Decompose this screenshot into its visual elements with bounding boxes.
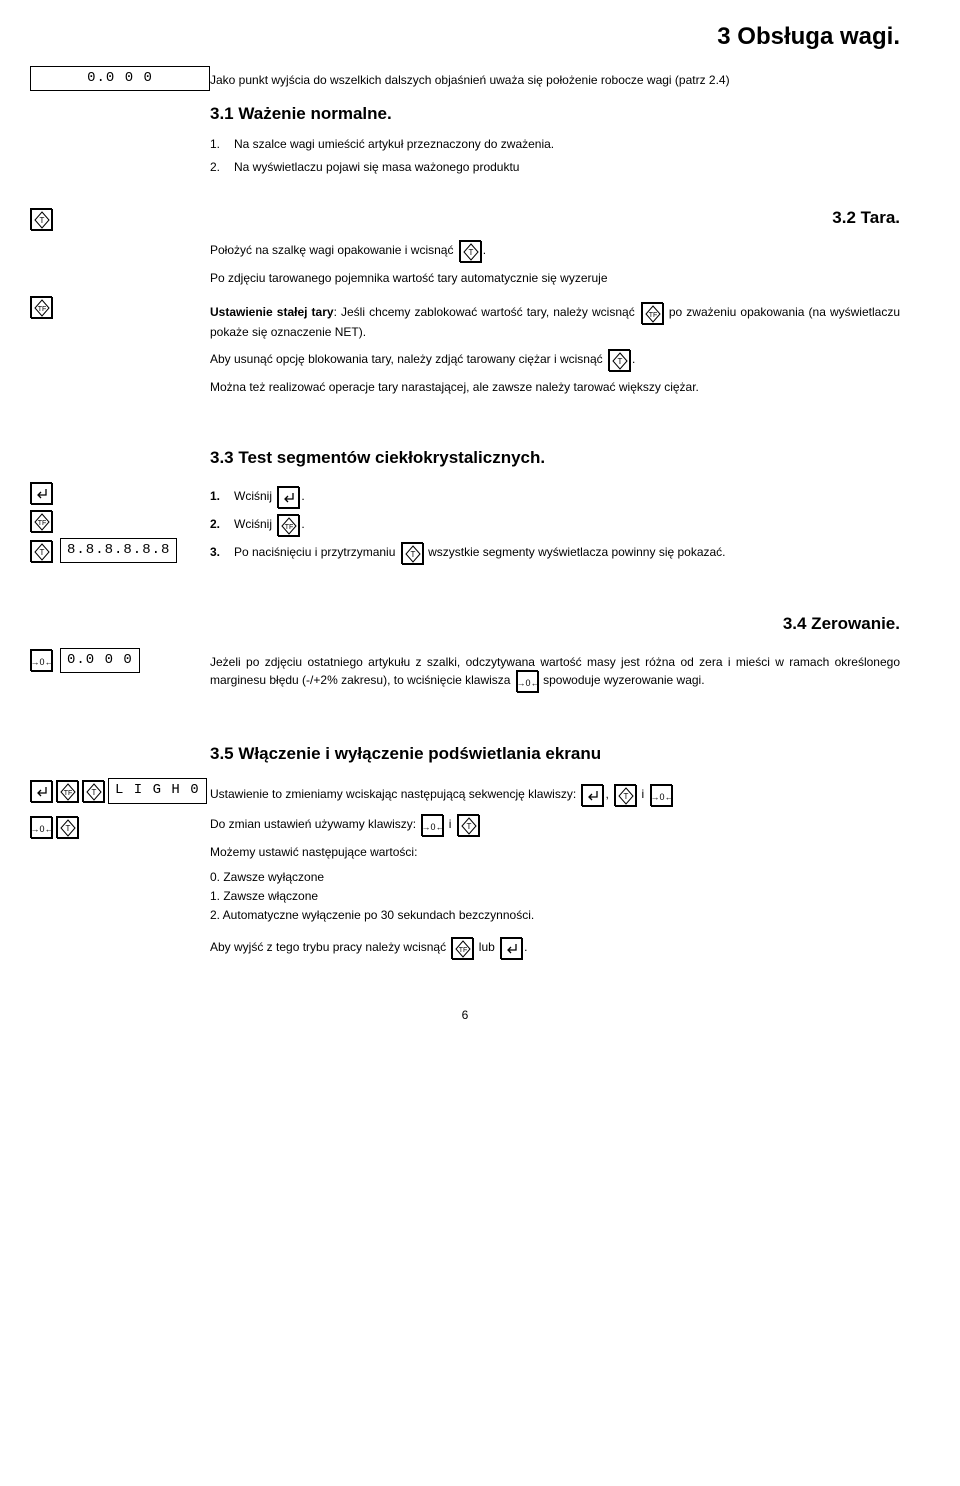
text: wszystkie segmenty wyświetlacza powinny … (425, 545, 726, 559)
t-icon (30, 208, 52, 230)
text: Na szalce wagi umieścić artykuł przeznac… (234, 137, 554, 151)
text: . (301, 517, 304, 531)
tara-p4: Aby usunąć opcję blokowania tary, należy… (210, 349, 900, 371)
text: Aby usunąć opcję blokowania tary, należy… (210, 352, 606, 366)
text: Położyć na szalkę wagi opakowanie i wcis… (210, 243, 457, 257)
text: i (638, 787, 647, 801)
light-opt1: 1. Zawsze włączone (210, 888, 900, 905)
tf-icon (30, 510, 52, 532)
tf-icon (641, 302, 663, 324)
enter-icon (277, 486, 299, 508)
t-icon (401, 542, 423, 564)
text: i (445, 817, 454, 831)
text: lub (475, 941, 498, 955)
zero-icon (30, 649, 52, 671)
num: 3. (210, 544, 234, 561)
enter-icon (30, 482, 52, 504)
intro-text: Jako punkt wyjścia do wszelkich dalszych… (210, 72, 900, 89)
text: Wciśnij (234, 489, 275, 503)
text: , (605, 787, 612, 801)
page-number: 6 (30, 1007, 900, 1024)
t-icon (82, 780, 104, 802)
light-p2: Do zmian ustawień używamy klawiszy: i (210, 814, 900, 836)
num: 2. (210, 159, 234, 176)
enter-icon (500, 937, 522, 959)
heading-3-5: 3.5 Włączenie i wyłączenie podświetlania… (210, 742, 900, 766)
text: . (524, 941, 527, 955)
light-opt0: 0. Zawsze wyłączone (210, 869, 900, 886)
tf-icon (56, 780, 78, 802)
enter-icon (581, 784, 603, 806)
list-item: 2.Na wyświetlaczu pojawi się masa ważone… (210, 159, 900, 176)
light-opt2: 2. Automatyczne wyłączenie po 30 sekunda… (210, 907, 900, 924)
display-0000: 0.0 0 0 (60, 648, 140, 674)
tara-p2: Po zdjęciu tarowanego pojemnika wartość … (210, 270, 900, 287)
light-exit: Aby wyjść z tego trybu pracy należy wcis… (210, 937, 900, 959)
list-item: 1.Wciśnij . (210, 486, 900, 508)
t-icon (608, 349, 630, 371)
list-item: 2.Wciśnij . (210, 514, 900, 536)
tf-icon (451, 937, 473, 959)
t-icon (459, 240, 481, 262)
text: : Jeśli chcemy zablokować wartość tary, … (334, 306, 639, 320)
text: Po naciśnięciu i przytrzymaniu (234, 545, 399, 559)
t-icon (457, 814, 479, 836)
heading-3-2: 3.2 Tara. (210, 206, 900, 230)
display-0000: 0.0 0 0 (30, 66, 210, 92)
text-strong: Ustawienie stałej tary (210, 306, 334, 320)
zero-icon (516, 670, 538, 692)
zero-text: Jeżeli po zdjęciu ostatniego artykułu z … (210, 654, 900, 693)
heading-3-4: 3.4 Zerowanie. (210, 612, 900, 636)
tf-icon (30, 296, 52, 318)
text: spowoduje wyzerowanie wagi. (540, 674, 705, 688)
num: 1. (210, 488, 234, 505)
list-item: 1.Na szalce wagi umieścić artykuł przezn… (210, 136, 900, 153)
text: . (632, 352, 635, 366)
text: . (483, 243, 486, 257)
tara-p1: Położyć na szalkę wagi opakowanie i wcis… (210, 240, 900, 262)
zero-icon (650, 784, 672, 806)
heading-3-1: 3.1 Ważenie normalne. (210, 102, 900, 126)
text: Aby wyjść z tego trybu pracy należy wcis… (210, 941, 449, 955)
text: Na wyświetlaczu pojawi się masa ważonego… (234, 160, 519, 174)
text: Wciśnij (234, 517, 275, 531)
text: . (301, 489, 304, 503)
text: Ustawienie to zmieniamy wciskając następ… (210, 787, 579, 801)
t-icon (614, 784, 636, 806)
display-888888: 8.8.8.8.8.8 (60, 538, 177, 564)
tara-p3: Ustawienie stałej tary: Jeśli chcemy zab… (210, 302, 900, 341)
zero-icon (421, 814, 443, 836)
tara-p5: Można też realizować operacje tary naras… (210, 379, 900, 396)
list-item: 3.Po naciśnięciu i przytrzymaniu wszystk… (210, 542, 900, 564)
num: 1. (210, 136, 234, 153)
heading-3-3: 3.3 Test segmentów ciekłokrystalicznych. (210, 446, 900, 470)
enter-icon (30, 780, 52, 802)
zero-icon (30, 816, 52, 838)
light-p1: Ustawienie to zmieniamy wciskając następ… (210, 784, 900, 806)
tf-icon (277, 514, 299, 536)
text: Do zmian ustawień używamy klawiszy: (210, 817, 419, 831)
num: 2. (210, 516, 234, 533)
t-icon (30, 540, 52, 562)
t-icon (56, 816, 78, 838)
light-p3: Możemy ustawić następujące wartości: (210, 844, 900, 861)
page-title: 3 Obsługa wagi. (30, 20, 900, 54)
display-light: L I G H 0 (108, 778, 207, 804)
